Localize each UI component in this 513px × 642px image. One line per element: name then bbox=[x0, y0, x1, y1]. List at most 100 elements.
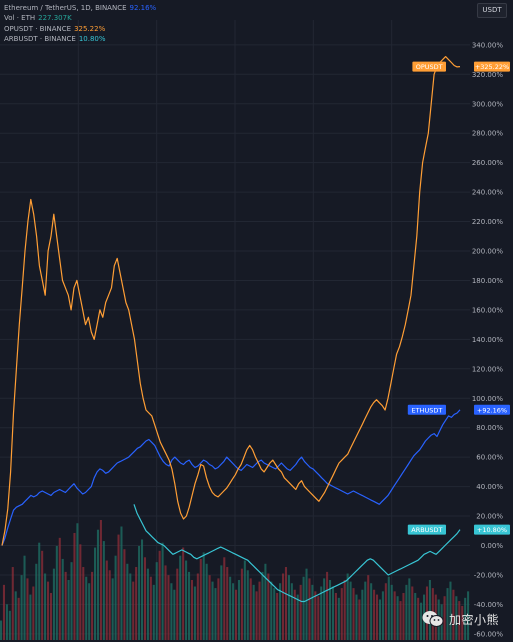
volume-bar bbox=[108, 570, 111, 640]
volume-bar bbox=[373, 589, 376, 640]
volume-bar bbox=[337, 597, 340, 640]
volume-bar bbox=[232, 583, 235, 640]
legend-volume[interactable]: Vol · ETH 227.307K bbox=[4, 13, 156, 23]
volume-bar bbox=[152, 584, 155, 640]
volume-bar bbox=[323, 578, 326, 640]
grid-layer bbox=[0, 20, 470, 640]
volume-bar bbox=[367, 575, 370, 640]
y-tick-label: 220.00% bbox=[472, 218, 503, 226]
volume-bar bbox=[340, 588, 343, 640]
volume-bar bbox=[126, 563, 129, 640]
volume-bar bbox=[273, 588, 276, 640]
volume-bar bbox=[270, 581, 273, 640]
volume-bar bbox=[129, 573, 132, 640]
y-tick-label: -40.00% bbox=[474, 601, 504, 609]
volume-bar bbox=[146, 568, 149, 640]
y-tick-label: 20.00% bbox=[476, 513, 503, 521]
series-name-label: ARBUSDT bbox=[411, 526, 442, 534]
legend-main[interactable]: Ethereum / TetherUS, 1D, BINANCE 92.16% bbox=[4, 3, 156, 13]
volume-bar bbox=[5, 604, 8, 640]
volume-bar bbox=[73, 532, 76, 640]
volume-bar bbox=[105, 560, 108, 640]
legend-main-text: Ethereum / TetherUS, 1D, BINANCE bbox=[4, 4, 127, 12]
y-tick-label: 60.00% bbox=[476, 454, 503, 462]
volume-bar bbox=[284, 567, 287, 640]
volume-bar bbox=[467, 591, 470, 640]
watermark: 加密小熊 bbox=[422, 608, 508, 630]
legend-opusdt-value: 325.22% bbox=[74, 24, 106, 33]
volume-bar bbox=[390, 584, 393, 640]
volume-bar bbox=[208, 575, 211, 640]
volume-bar bbox=[455, 596, 458, 640]
volume-bar bbox=[381, 591, 384, 640]
series-name-badge bbox=[412, 61, 446, 72]
y-tick-label: 160.00% bbox=[472, 306, 503, 314]
last-value-badge bbox=[474, 404, 510, 415]
volume-bar bbox=[299, 584, 302, 640]
volume-bar bbox=[0, 620, 3, 640]
volume-bar bbox=[123, 549, 126, 640]
volume-bar bbox=[443, 596, 446, 640]
legend-arbusdt[interactable]: ARBUSDT · BINANCE 10.80% bbox=[4, 34, 156, 44]
volume-bar bbox=[38, 542, 41, 640]
volume-bar bbox=[252, 584, 255, 640]
volume-bar bbox=[135, 567, 138, 640]
volume-bar bbox=[249, 578, 252, 640]
volume-bar bbox=[314, 591, 317, 640]
volume-bar bbox=[461, 605, 464, 640]
volume-bar bbox=[41, 550, 44, 640]
volume-bar bbox=[14, 591, 17, 640]
volume-bar bbox=[214, 588, 217, 640]
y-tick-label: 280.00% bbox=[472, 130, 503, 138]
volume-bar bbox=[220, 565, 223, 640]
volume-bar bbox=[358, 599, 361, 640]
volume-bar bbox=[94, 547, 97, 640]
volume-bar bbox=[64, 571, 67, 640]
currency-button[interactable]: USDT bbox=[477, 3, 507, 18]
series-name-badge bbox=[407, 404, 446, 415]
volume-bar bbox=[91, 571, 94, 640]
volume-bar bbox=[276, 592, 279, 640]
volume-bar bbox=[402, 592, 405, 640]
volume-bar bbox=[287, 575, 290, 640]
y-tick-label: 100.00% bbox=[472, 395, 503, 403]
volume-bar bbox=[52, 568, 55, 640]
legend-opusdt-text: OPUSDT · BINANCE bbox=[4, 24, 72, 33]
volume-bar bbox=[196, 573, 199, 640]
volume-bar bbox=[176, 568, 179, 640]
volume-bar bbox=[326, 571, 329, 640]
volume-bar bbox=[99, 520, 102, 640]
volume-bar bbox=[49, 592, 52, 640]
volume-bar bbox=[79, 544, 82, 640]
volume-bar bbox=[2, 584, 5, 640]
y-tick-label: 0.00% bbox=[481, 542, 504, 550]
volume-bar bbox=[23, 555, 26, 640]
volume-bar bbox=[199, 558, 202, 640]
volume-bar bbox=[170, 583, 173, 640]
volume-bar bbox=[293, 589, 296, 640]
volume-bar bbox=[329, 580, 332, 640]
volume-bar bbox=[193, 586, 196, 640]
volume-bar bbox=[26, 578, 29, 640]
volume-bar bbox=[396, 596, 399, 640]
badge-layer: ETHUSDT +92.16% OPUSDT +325.22% ARBUSDT +10.8… bbox=[407, 61, 510, 535]
volume-bar bbox=[223, 557, 226, 640]
volume-bar bbox=[158, 550, 161, 640]
y-tick-label: 260.00% bbox=[472, 159, 503, 167]
series-name-badge bbox=[407, 524, 446, 535]
volume-bar bbox=[164, 565, 167, 640]
legend-opusdt[interactable]: OPUSDT · BINANCE 325.22% bbox=[4, 24, 156, 34]
volume-bar bbox=[331, 586, 334, 640]
volume-bar bbox=[317, 596, 320, 640]
volume-bar bbox=[114, 555, 117, 640]
volume-bar bbox=[414, 592, 417, 640]
series-line-opusdt bbox=[1, 55, 461, 546]
watermark-text: 加密小熊 bbox=[449, 612, 500, 627]
y-axis: 340.00% 320.00% 300.00% 280.00% 260.00% 240.0… bbox=[472, 41, 504, 638]
volume-bar bbox=[226, 567, 229, 640]
volume-bar bbox=[111, 578, 114, 640]
volume-bar bbox=[55, 545, 58, 640]
volume-bar bbox=[88, 583, 91, 640]
